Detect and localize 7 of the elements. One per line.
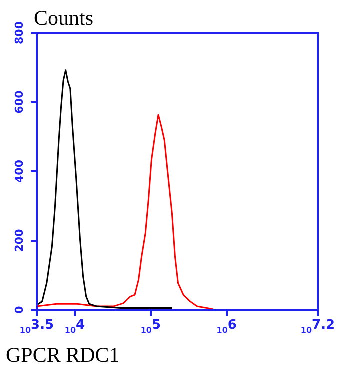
- y-tick-label: 800: [12, 21, 26, 44]
- y-tick-label: 400: [12, 160, 26, 183]
- y-tick-label: 0: [12, 306, 26, 314]
- y-axis-title: Counts: [34, 6, 94, 30]
- x-axis-title: GPCR RDC1: [6, 343, 120, 367]
- y-tick-label: 600: [12, 90, 26, 114]
- y-tick-label: 200: [12, 228, 26, 252]
